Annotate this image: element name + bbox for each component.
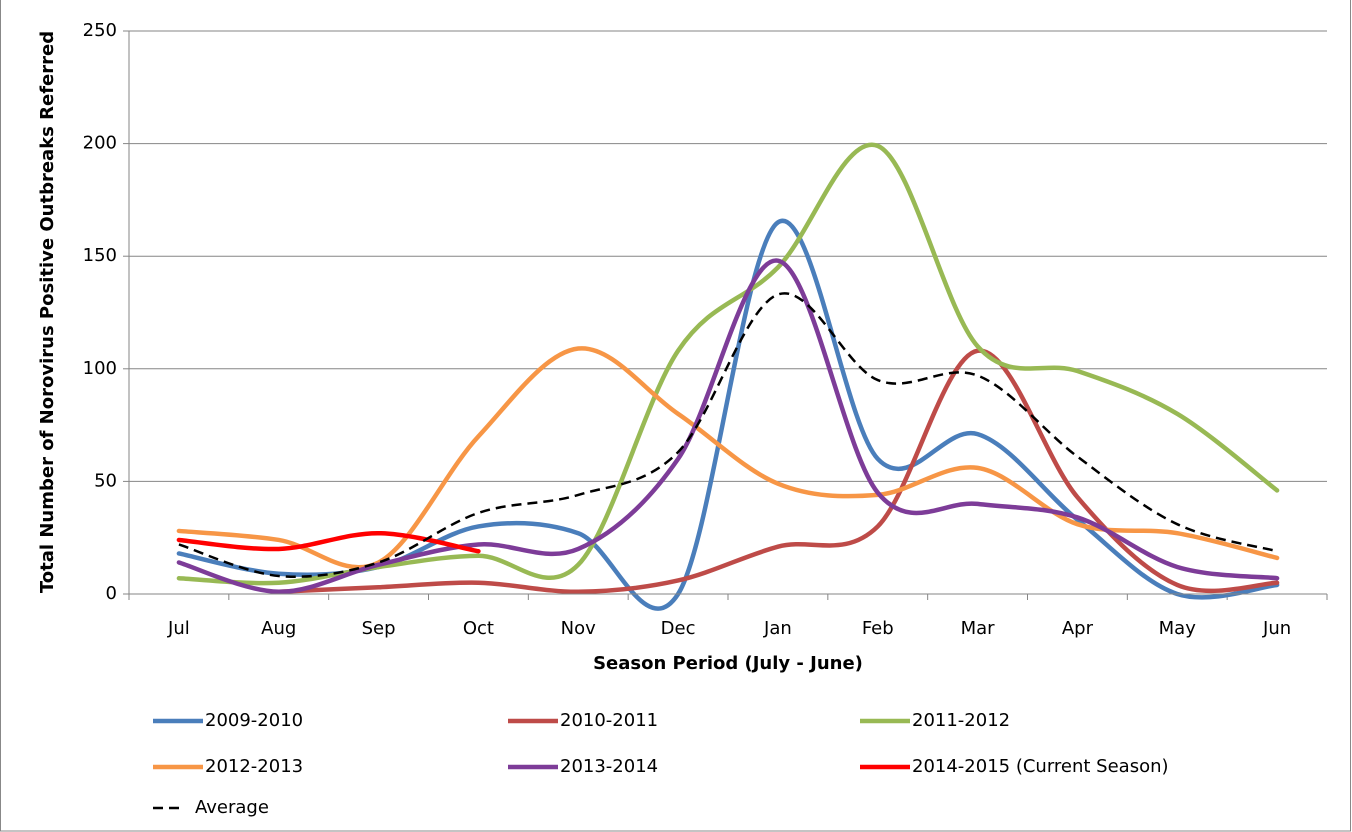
x-tick-label: Nov [561, 618, 596, 639]
x-tick-label: Mar [961, 618, 996, 639]
y-tick-label: 50 [94, 470, 117, 491]
series-line [176, 258, 1280, 594]
y-tick-label: 100 [83, 358, 117, 379]
x-tick-label: Apr [1062, 618, 1094, 639]
legend-label: Average [195, 797, 269, 818]
y-tick-label: 200 [83, 133, 117, 154]
series-line [176, 530, 481, 554]
x-tick-label: Jun [1262, 618, 1291, 639]
x-tick-label: Feb [862, 618, 894, 639]
x-tick-label: Oct [463, 618, 494, 639]
series-line [178, 292, 1278, 579]
y-tick-label: 150 [83, 245, 117, 266]
y-tick-label: 0 [106, 583, 117, 604]
series-line [276, 348, 1280, 594]
y-tick-label: 250 [83, 20, 117, 41]
x-tick-label: Jul [167, 618, 190, 639]
x-tick-label: Aug [261, 618, 296, 639]
x-axis-title: Season Period (July - June) [593, 653, 863, 674]
legend-label: 2009-2010 [205, 710, 303, 731]
legend-label: 2011-2012 [912, 710, 1010, 731]
x-tick-label: May [1159, 618, 1197, 639]
series-line [176, 218, 1280, 611]
legend-label: 2014-2015 (Current Season) [912, 756, 1169, 777]
x-tick-label: Sep [362, 618, 396, 639]
y-axis-title: Total Number of Norovirus Positive Outbr… [37, 31, 58, 593]
legend-label: 2010-2011 [560, 710, 658, 731]
legend-label: 2012-2013 [205, 756, 303, 777]
x-tick-label: Dec [661, 618, 696, 639]
legend-label: 2013-2014 [560, 756, 658, 777]
x-tick-label: Jan [763, 618, 792, 639]
